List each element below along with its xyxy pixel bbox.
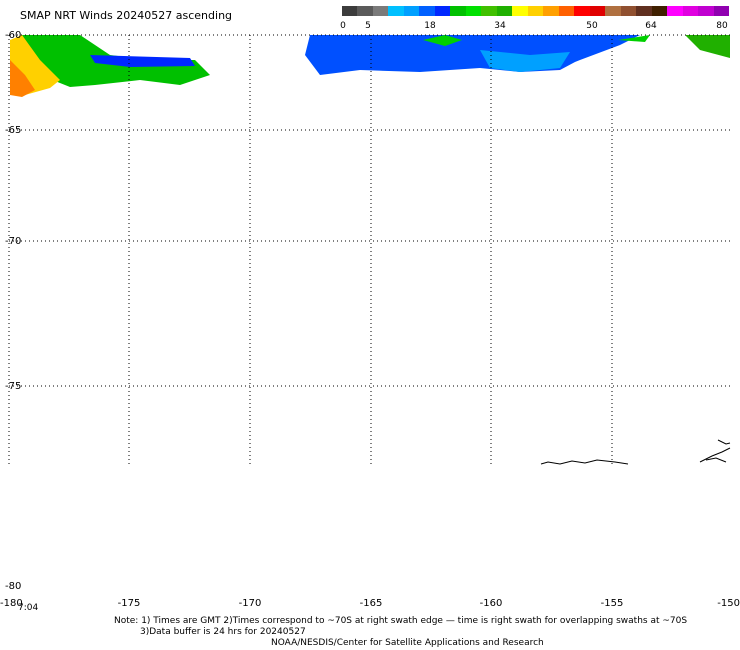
note-line-2: 3)Data buffer is 24 hrs for 20240527 (140, 627, 306, 637)
colorbar-segment (574, 6, 590, 16)
lon-label-175: -175 (118, 598, 141, 609)
colorbar-segment (481, 6, 497, 16)
lon-label-150: -150 (717, 598, 740, 609)
colorbar-segment (682, 6, 699, 16)
lat-label-60: -60 (5, 30, 21, 41)
colorbar-segment (698, 6, 714, 16)
colorbar-segment (512, 6, 528, 16)
colorbar-segment (465, 6, 482, 16)
coastline-segment (717, 439, 731, 445)
coastline-segment (705, 457, 727, 463)
time-label: 7:04 (18, 603, 38, 613)
swath-left-blue (90, 55, 195, 67)
colorbar-segment (450, 6, 466, 16)
colorbar-segment (434, 6, 451, 16)
colorbar-segment (388, 6, 404, 16)
colorbar-label: 64 (645, 21, 657, 31)
colorbar-segment (496, 6, 513, 16)
colorbar-segment (527, 6, 544, 16)
lon-label-165: -165 (360, 598, 383, 609)
swath-left-orange (10, 60, 35, 97)
lon-label-170: -170 (239, 598, 262, 609)
swath-right-green-small (423, 35, 462, 46)
colorbar-segment (419, 6, 435, 16)
swath-far-right-green (685, 35, 730, 58)
lon-label-180: -180 (0, 598, 23, 609)
lat-label-65: -65 (5, 125, 21, 136)
lat-labels: -60 -65 -70 -75 -80 (5, 30, 21, 592)
swath-right-green-edge (618, 35, 650, 42)
colorbar-label: 34 (494, 21, 506, 31)
graticule (9, 34, 730, 466)
colorbar-segment (342, 6, 358, 16)
colorbar-segment (403, 6, 420, 16)
map-title: SMAP NRT Winds 20240527 ascending (20, 9, 233, 22)
coastline (540, 439, 731, 465)
wind-speed-colorbar (342, 6, 730, 16)
colorbar-label: 18 (424, 21, 436, 31)
lon-labels: -180 -175 -170 -165 -160 -155 -150 (0, 598, 740, 609)
swath-right-lightblue (480, 50, 570, 72)
colorbar-segment (713, 6, 730, 16)
colorbar-label: 50 (586, 21, 598, 31)
lon-label-160: -160 (480, 598, 503, 609)
coastline-segment (540, 459, 629, 465)
colorbar-segment (372, 6, 389, 16)
colorbar-segment (651, 6, 668, 16)
swath-right-blue (305, 35, 640, 75)
lon-label-155: -155 (601, 598, 624, 609)
colorbar-segment (636, 6, 652, 16)
colorbar-label: 0 (340, 21, 346, 31)
colorbar-label: 5 (365, 21, 371, 31)
colorbar-segment (620, 6, 637, 16)
colorbar-segment (589, 6, 606, 16)
lat-label-70: -70 (5, 236, 21, 247)
lat-label-80: -80 (5, 581, 21, 592)
coastline-segment (699, 447, 731, 463)
wind-swaths (10, 35, 730, 97)
colorbar-label: 80 (716, 21, 728, 31)
colorbar-segment (605, 6, 621, 16)
colorbar-segment (543, 6, 559, 16)
note-line-3: NOAA/NESDIS/Center for Satellite Applica… (271, 638, 544, 648)
note-line-1: Note: 1) Times are GMT 2)Times correspon… (114, 616, 688, 626)
colorbar-segment (357, 6, 373, 16)
colorbar-segment (667, 6, 683, 16)
lat-label-75: -75 (5, 381, 21, 392)
colorbar-segment (558, 6, 575, 16)
